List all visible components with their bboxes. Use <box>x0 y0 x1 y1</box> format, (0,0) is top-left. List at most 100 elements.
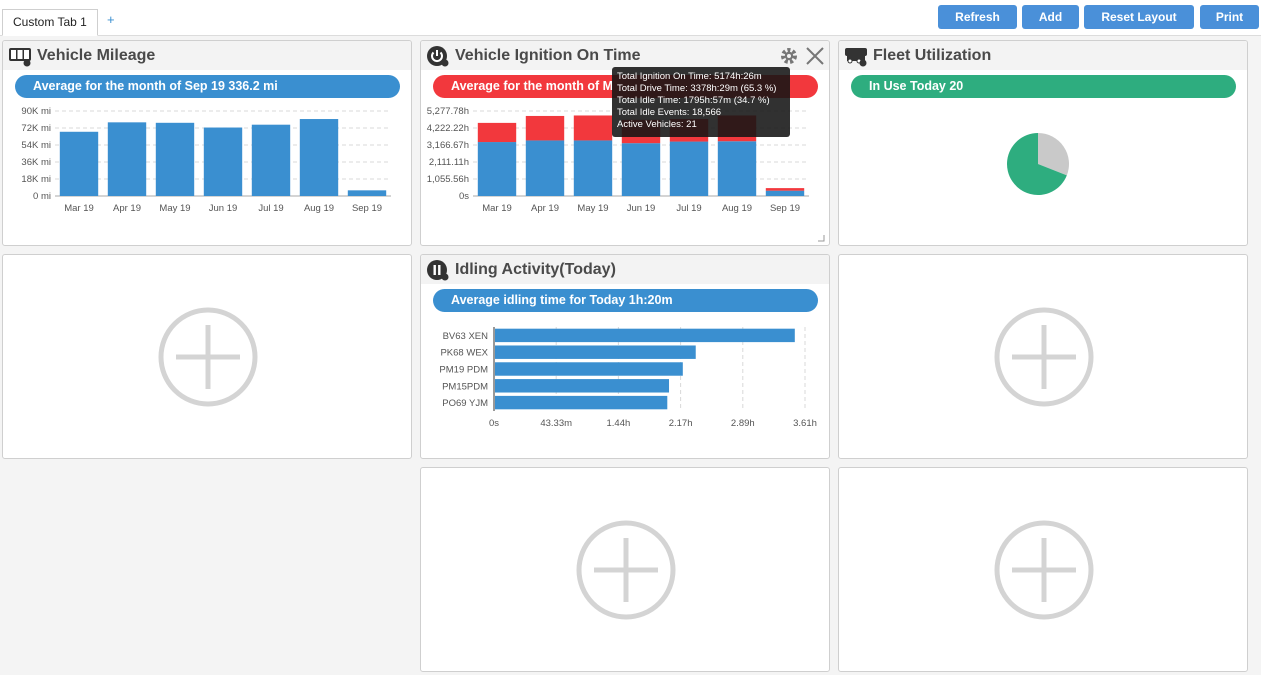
odometer-icon <box>9 48 31 67</box>
bar-sep-19-s0[interactable] <box>765 190 805 196</box>
average-banner: Average idling time for Today 1h:20m <box>433 289 818 312</box>
mileage-bar-chart: 0 mi 18K mi 36K mi 54K mi 72K mi 90K mi Mar 19… <box>21 106 391 214</box>
bar-apr-19-s0[interactable] <box>525 140 565 196</box>
bar-pk68-wex[interactable] <box>495 345 696 359</box>
add-tab-button[interactable]: + <box>107 12 115 27</box>
bar-may-19-s0[interactable] <box>573 140 613 196</box>
empty-widget-slot[interactable] <box>420 467 830 672</box>
add-widget-icon[interactable] <box>994 520 1094 620</box>
empty-widget-slot[interactable] <box>838 467 1248 672</box>
x-tick-label: Sep 19 <box>770 203 800 214</box>
idling-activity-widget: Idling Activity(Today) Average idling ti… <box>420 254 830 459</box>
bar-jun-19[interactable] <box>203 127 243 196</box>
resize-handle-icon[interactable] <box>817 234 825 242</box>
y-tick-label: BV63 XEN <box>443 331 489 342</box>
y-tick-label: 0s <box>459 191 469 202</box>
vehicles-icon <box>845 48 867 67</box>
bar-aug-19-s0[interactable] <box>717 141 757 196</box>
x-tick-label: 1.44h <box>607 418 631 429</box>
close-icon[interactable] <box>805 46 825 66</box>
widget-title: Fleet Utilization <box>873 47 992 64</box>
bar-mar-19-s1[interactable] <box>477 122 517 143</box>
bar-jun-19-s0[interactable] <box>621 143 661 196</box>
bar-aug-19[interactable] <box>299 119 339 196</box>
x-tick-label: Apr 19 <box>113 203 141 214</box>
y-tick-label: 2,111.11h <box>429 157 469 168</box>
y-tick-label: 0 mi <box>33 191 51 202</box>
tooltip-line: Active Vehicles: 21 <box>617 119 697 130</box>
power-icon <box>427 46 449 67</box>
bar-pm15pdm[interactable] <box>495 379 670 393</box>
x-tick-label: Jul 19 <box>676 203 701 214</box>
settings-gear-icon[interactable] <box>780 47 798 65</box>
bar-pm19-pdm[interactable] <box>495 362 683 376</box>
x-tick-label: Mar 19 <box>482 203 512 214</box>
refresh-button[interactable]: Refresh <box>938 5 1017 29</box>
average-banner: Average for the month of Sep 19 336.2 mi <box>15 75 400 98</box>
y-tick-label: 90K mi <box>21 106 51 117</box>
bar-jul-19-s0[interactable] <box>669 141 709 196</box>
y-tick-label: PK68 WEX <box>440 348 488 359</box>
bar-mar-19-s0[interactable] <box>477 142 517 196</box>
y-tick-label: 36K mi <box>21 157 51 168</box>
x-tick-label: Aug 19 <box>304 203 334 214</box>
x-tick-label: 2.89h <box>731 418 755 429</box>
bar-may-19-s1[interactable] <box>573 115 613 141</box>
x-tick-label: 2.17h <box>669 418 693 429</box>
widget-header[interactable]: Fleet Utilization <box>839 41 1247 70</box>
add-widget-icon[interactable] <box>158 307 258 407</box>
widget-title: Vehicle Mileage <box>37 47 156 64</box>
print-button[interactable]: Print <box>1200 5 1259 29</box>
tooltip-line: Total Idle Time: 1795h:57m (34.7 %) <box>617 95 770 106</box>
x-tick-label: May 19 <box>159 203 190 214</box>
widget-header[interactable]: Idling Activity(Today) <box>421 255 829 284</box>
add-widget-icon[interactable] <box>994 307 1094 407</box>
bar-bv63-xen[interactable] <box>495 328 795 343</box>
y-tick-label: 18K mi <box>21 174 51 185</box>
pie-slice-in-use[interactable] <box>1007 133 1067 195</box>
tab-custom-tab-1[interactable]: Custom Tab 1 <box>2 9 98 36</box>
bar-apr-19[interactable] <box>107 122 147 196</box>
in-use-banner: In Use Today 20 <box>851 75 1236 98</box>
y-tick-label: PM15PDM <box>442 381 488 392</box>
x-tick-label: Sep 19 <box>352 203 382 214</box>
bar-may-19[interactable] <box>155 122 195 196</box>
reset-layout-button[interactable]: Reset Layout <box>1084 5 1194 29</box>
y-tick-label: 5,277.78h <box>427 106 469 117</box>
x-tick-label: Jul 19 <box>258 203 283 214</box>
y-tick-label: 4,222.22h <box>427 123 469 134</box>
pie-slice-not-in-use[interactable] <box>1038 133 1069 176</box>
tooltip-line: Total Drive Time: 3378h:29m (65.3 %) <box>617 83 777 94</box>
y-tick-label: 72K mi <box>21 123 51 134</box>
x-tick-label: Aug 19 <box>722 203 752 214</box>
bar-apr-19-s1[interactable] <box>525 115 565 141</box>
widget-title: Idling Activity(Today) <box>455 261 616 278</box>
tooltip-line: Total Ignition On Time: 5174h:26m <box>617 71 762 82</box>
bar-sep-19[interactable] <box>347 190 387 196</box>
bar-mar-19[interactable] <box>59 131 99 196</box>
vehicle-mileage-widget: Vehicle Mileage Average for the month of… <box>2 40 412 246</box>
add-widget-button[interactable]: Add <box>1022 5 1079 29</box>
y-tick-label: 54K mi <box>21 140 51 151</box>
widget-title: Vehicle Ignition On Time <box>455 47 641 64</box>
y-tick-label: PM19 PDM <box>439 365 488 376</box>
tooltip-line: Total Idle Events: 18,566 <box>617 107 722 118</box>
x-tick-label: Jun 19 <box>209 203 238 214</box>
y-tick-label: PO69 YJM <box>442 398 488 409</box>
bar-sep-19-s1[interactable] <box>765 188 805 191</box>
widget-header[interactable]: Vehicle Mileage <box>3 41 411 70</box>
x-tick-label: May 19 <box>577 203 608 214</box>
empty-widget-slot[interactable] <box>838 254 1248 459</box>
widget-header[interactable]: Vehicle Ignition On Time <box>421 41 829 70</box>
x-tick-label: Apr 19 <box>531 203 559 214</box>
add-widget-icon[interactable] <box>576 520 676 620</box>
x-tick-label: 0s <box>489 418 499 429</box>
empty-widget-slot[interactable] <box>2 254 412 459</box>
x-tick-label: Mar 19 <box>64 203 94 214</box>
bar-po69-yjm[interactable] <box>495 395 668 410</box>
x-tick-label: 43.33m <box>540 418 572 429</box>
x-tick-label: Jun 19 <box>627 203 656 214</box>
top-bar: Custom Tab 1 + Refresh Add Reset Layout … <box>0 0 1261 36</box>
bar-jul-19[interactable] <box>251 124 291 196</box>
y-tick-label: 3,166.67h <box>427 140 469 151</box>
